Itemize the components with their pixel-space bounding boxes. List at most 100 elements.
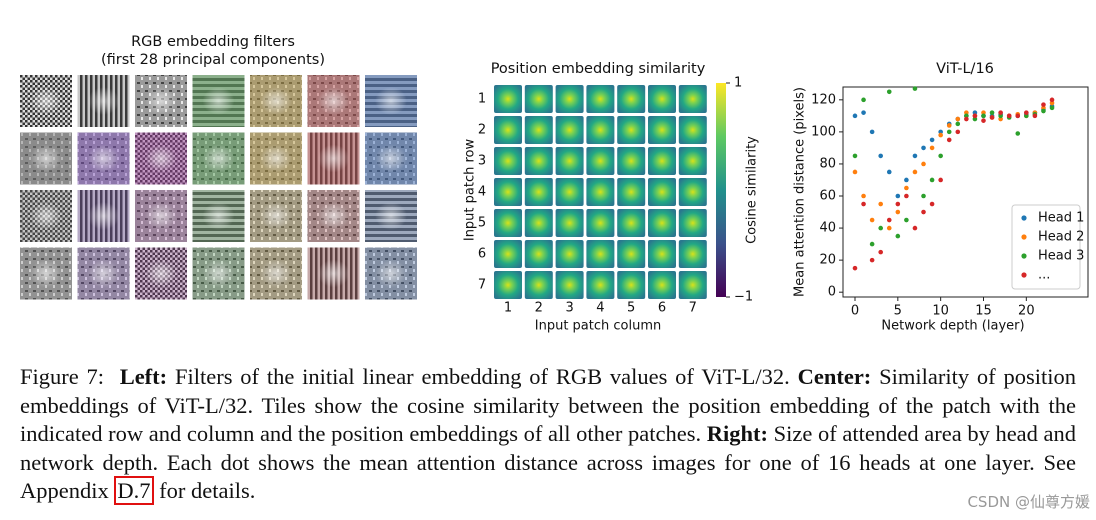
filter-blob: [260, 144, 292, 173]
y-tick-label: 40: [819, 221, 836, 236]
point: [1006, 113, 1012, 119]
similarity-tile: [586, 116, 615, 144]
filter-blob: [202, 87, 235, 115]
legend-box: [1011, 204, 1081, 290]
filter-blob: [375, 202, 407, 230]
filter-blob: [87, 202, 120, 230]
legend-label: Head 2: [1038, 230, 1084, 245]
caption-text: Similarity of position embeddings of ViT…: [20, 364, 1076, 447]
colorbar: [716, 83, 726, 297]
point: [998, 116, 1003, 122]
point: [904, 193, 909, 199]
similarity-tile: [555, 209, 584, 237]
legend-swatch: [1021, 253, 1027, 259]
point: [1024, 113, 1029, 119]
similarity-tile: [494, 178, 522, 206]
row-label: 7: [478, 278, 486, 293]
similarity-tile: [678, 116, 707, 144]
caption-text: for details.: [159, 478, 256, 504]
legend-swatch: [1021, 234, 1027, 240]
y-tick-label: 60: [819, 189, 836, 204]
similarity-tile: [494, 85, 522, 113]
caption-text: Size of attended area by head and networ…: [20, 421, 1077, 504]
point: [852, 153, 858, 159]
similarity-tile: [524, 240, 553, 268]
point: [946, 129, 952, 135]
x-tick-label: 15: [975, 304, 992, 319]
point: [946, 123, 952, 128]
filter-blob: [145, 144, 177, 173]
similarity-tile: [648, 271, 676, 299]
y-tick-label: 80: [819, 156, 836, 171]
row-label: 2: [478, 123, 486, 138]
row-label: 4: [478, 185, 486, 200]
point: [921, 193, 926, 199]
similarity-tile: [678, 209, 707, 237]
similarity-tile: [648, 240, 676, 268]
watermark: CSDN @仙尊方媛: [967, 493, 1090, 511]
point: [955, 116, 961, 122]
center-y-label: Input patch row: [463, 138, 478, 241]
y-tick-label: 100: [811, 124, 836, 139]
point: [938, 153, 943, 159]
filter-blob: [202, 259, 235, 288]
row-label: 3: [478, 154, 486, 169]
point: [921, 161, 926, 167]
similarity-tile: [586, 240, 615, 268]
filter-blob: [145, 87, 177, 115]
point: [895, 201, 901, 207]
appendix-ref: D.7: [114, 476, 154, 506]
point: [861, 110, 866, 115]
point: [886, 89, 892, 95]
point: [895, 233, 901, 239]
point: [998, 113, 1003, 119]
point: [938, 132, 943, 138]
point: [972, 116, 978, 122]
column-label: 6: [658, 301, 666, 316]
similarity-tile: [617, 85, 646, 113]
x-tick-label: 20: [1018, 304, 1035, 319]
similarity-tile: [617, 116, 646, 144]
similarity-tile: [555, 178, 584, 206]
similarity-tile: [586, 147, 615, 175]
similarity-tile: [648, 147, 676, 175]
y-tick-label: 120: [811, 92, 836, 107]
x-tick-label: 5: [894, 304, 902, 319]
similarity-tile: [586, 178, 615, 206]
point: [989, 115, 995, 120]
colorbar-label: Cosine similarity: [745, 136, 760, 244]
y-axis-label: Mean attention distance (pixels): [793, 87, 808, 297]
point: [1015, 113, 1021, 119]
point: [886, 217, 892, 223]
point: [869, 257, 875, 263]
left-title: RGB embedding filters: [131, 34, 295, 50]
similarity-tile: [555, 271, 584, 299]
similarity-tile: [617, 209, 646, 237]
point: [964, 113, 969, 119]
point: [938, 177, 943, 183]
point: [904, 217, 909, 223]
similarity-tile: [524, 209, 553, 237]
similarity-tile: [678, 178, 707, 206]
filter-blob: [145, 259, 177, 288]
filter-blob: [375, 144, 407, 173]
point: [1041, 102, 1046, 107]
point: [972, 113, 978, 119]
filter-blob: [87, 144, 120, 173]
similarity-tile: [586, 85, 615, 113]
point: [861, 193, 866, 199]
chart-title: ViT-L/16: [936, 61, 994, 77]
point: [1049, 100, 1055, 106]
point: [895, 209, 901, 215]
similarity-tile: [524, 178, 553, 206]
point: [886, 169, 892, 175]
similarity-tile: [586, 209, 615, 237]
column-label: 2: [535, 301, 543, 316]
point: [912, 153, 918, 159]
similarity-tile: [555, 240, 584, 268]
point: [929, 137, 935, 143]
point: [964, 110, 969, 115]
similarity-tile: [494, 147, 522, 175]
similarity-tile: [617, 240, 646, 268]
